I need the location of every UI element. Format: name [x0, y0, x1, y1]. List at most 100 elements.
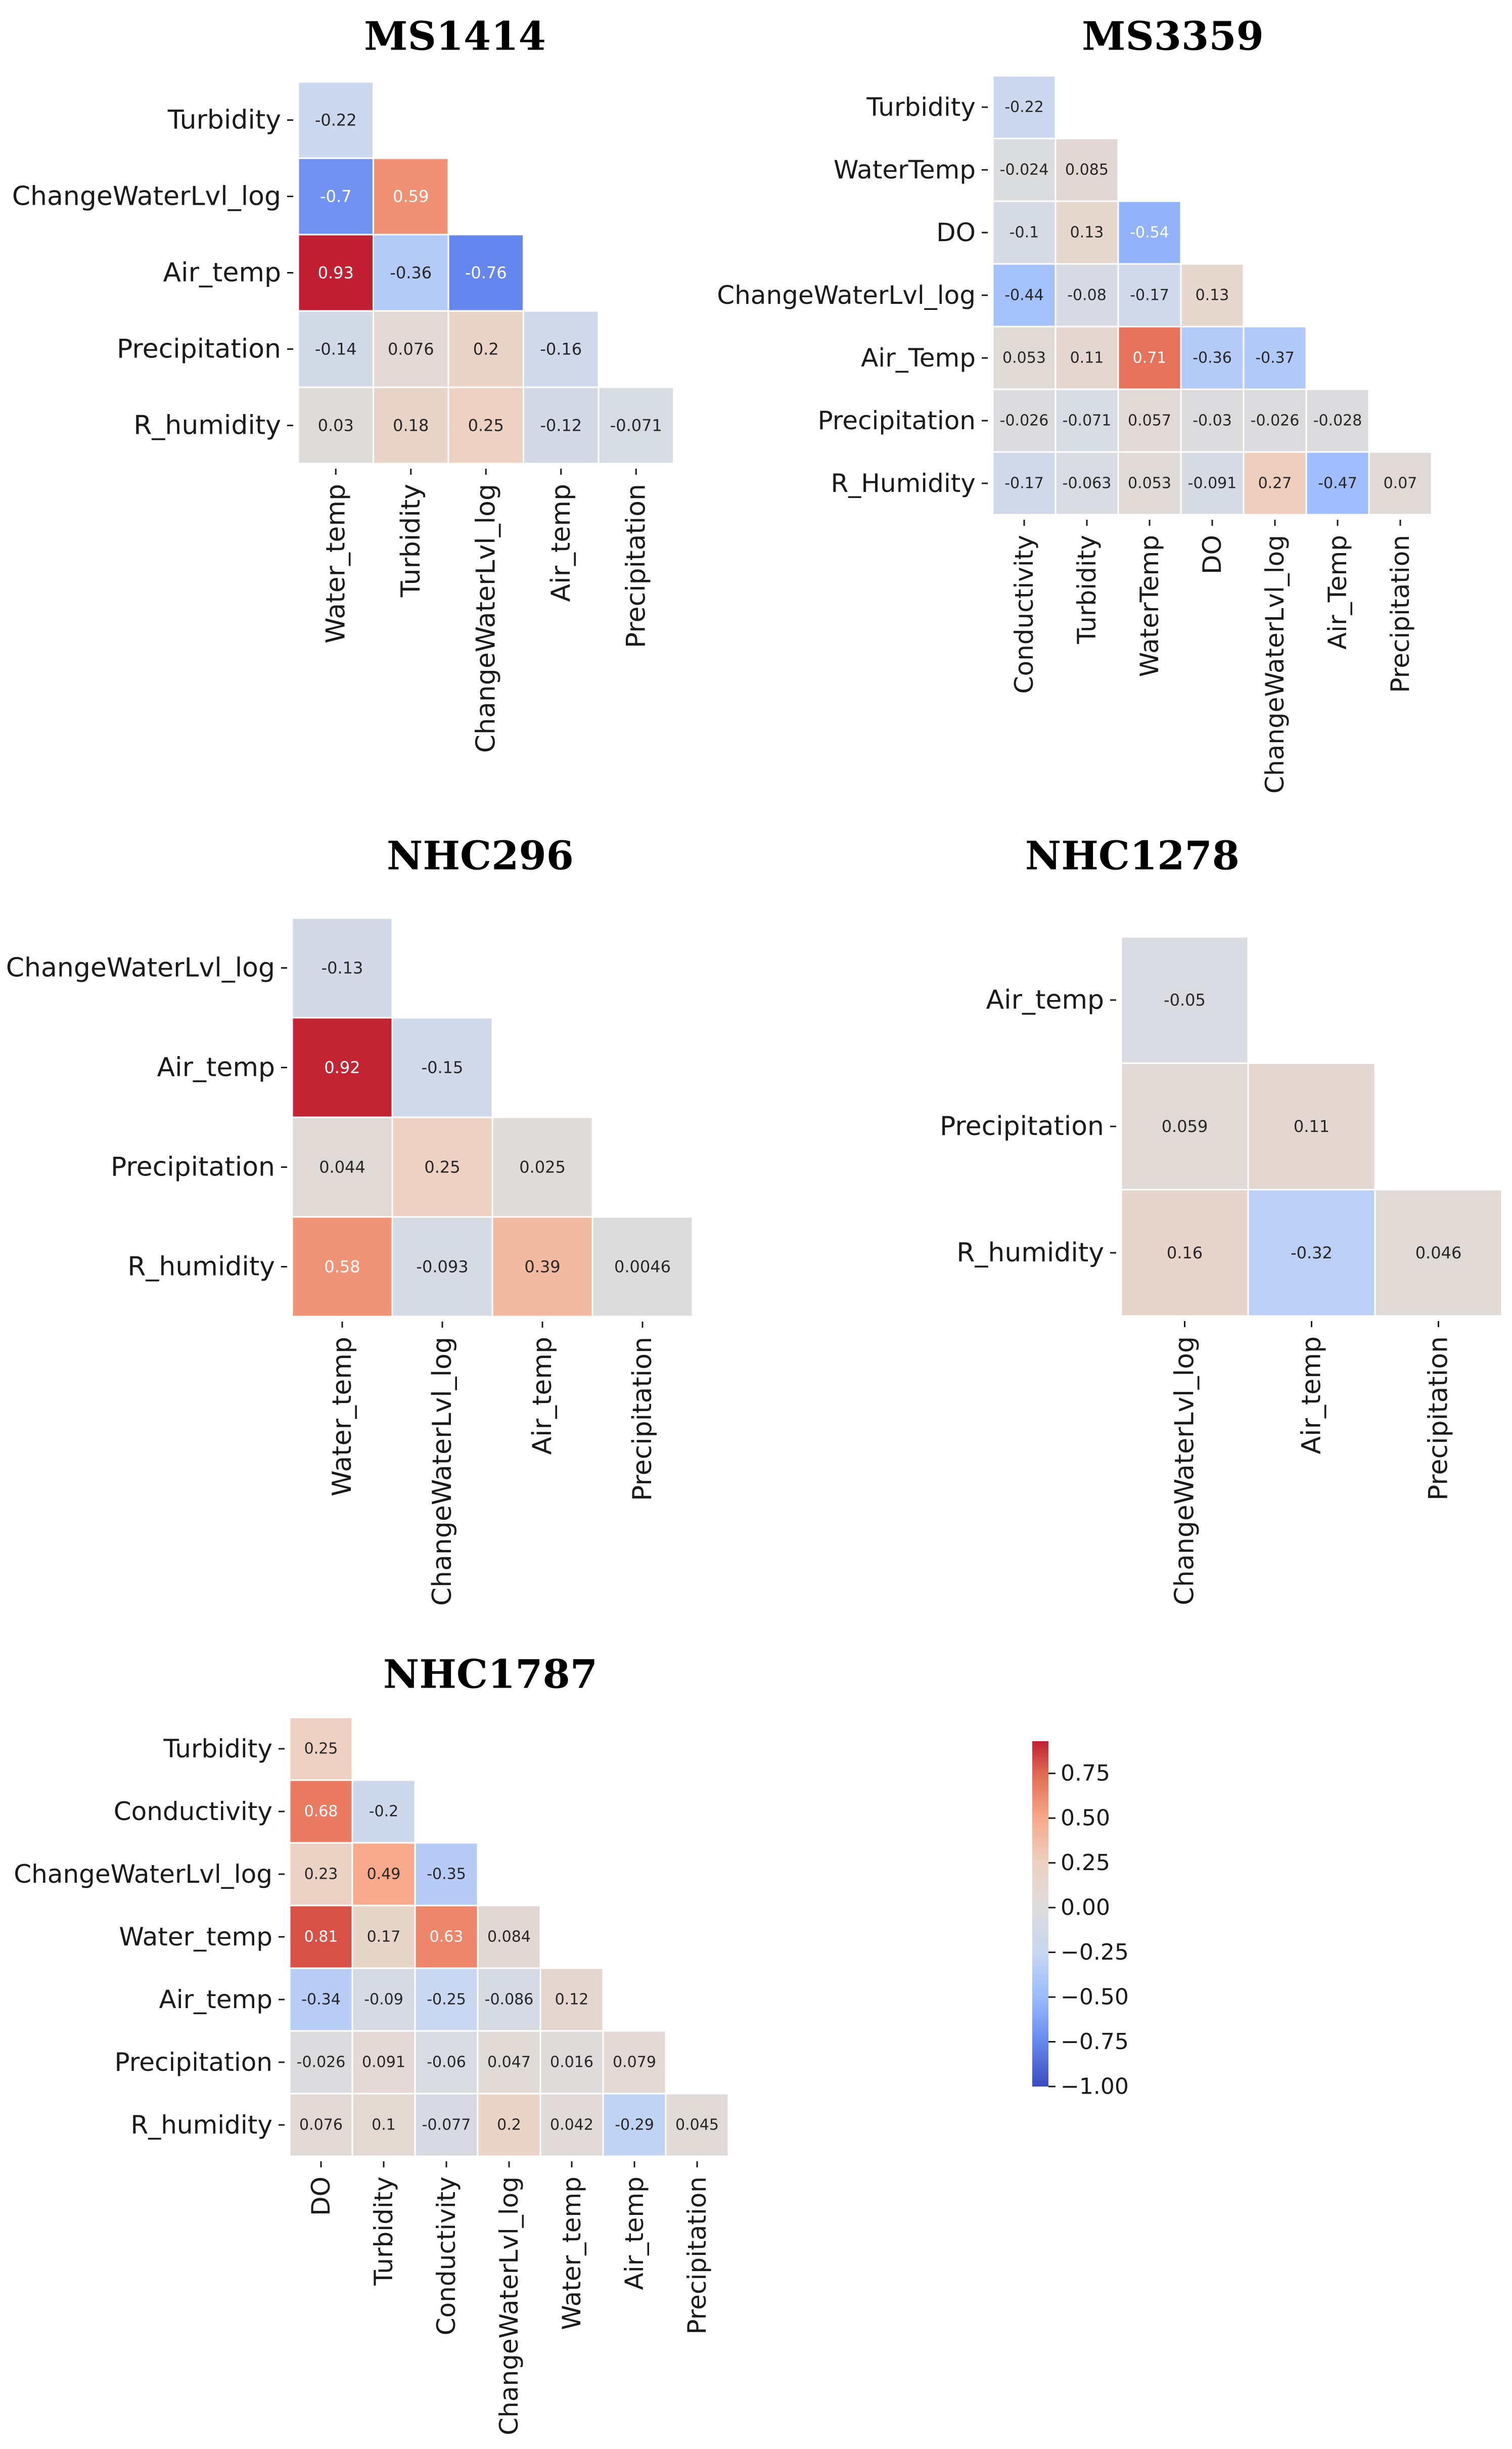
- cell-value: 0.047: [487, 2054, 531, 2071]
- row-label-r-humidity: R_Humidity: [831, 469, 976, 498]
- heatmap-ms3359: MS3359 -0.22 -0.024 0.085 -0.1 0.13 -0.54 -0.44…: [717, 14, 1433, 794]
- heatmap-cell: 0.11: [1247, 1062, 1376, 1191]
- heatmap-cell: -0.026: [1243, 388, 1307, 453]
- heatmap-cell: -0.091: [1180, 451, 1245, 516]
- cell-value: 0.053: [1128, 475, 1171, 492]
- cell-value: 0.053: [1002, 349, 1046, 367]
- col-label-air-temp: Air_temp: [546, 484, 576, 602]
- heatmap-cell: 0.11: [1055, 326, 1119, 390]
- heatmap-cell: -0.028: [1305, 388, 1370, 453]
- chart-title: NHC1787: [383, 1652, 598, 1698]
- row-label-changewaterlvl-log: ChangeWaterLvl_log: [12, 182, 281, 212]
- heatmap-cell: -0.37: [1243, 326, 1307, 390]
- heatmap-cell: -0.29: [602, 2093, 667, 2157]
- cell-value: 0.11: [1294, 1117, 1330, 1136]
- cell-value: -0.22: [1004, 99, 1044, 116]
- cell-value: 0.27: [1258, 475, 1292, 492]
- cell-value: 0.13: [1196, 287, 1229, 304]
- cell-value: 0.25: [468, 416, 504, 435]
- heatmap-cell: 0.016: [539, 2030, 604, 2095]
- cell-value: -0.026: [297, 2054, 346, 2071]
- heatmap-nhc296: NHC296 -0.13 0.92 -0.15 0.044 0.25 0.025 0.58 -0…: [6, 833, 694, 1606]
- cell-value: 0.25: [304, 1740, 338, 1758]
- heatmap-cell: 0.18: [373, 386, 449, 465]
- row-label-precipitation: Precipitation: [817, 406, 976, 435]
- cell-value: 0.085: [1065, 161, 1109, 179]
- cell-value: -0.34: [301, 1991, 341, 2009]
- cell-value: 0.63: [430, 1928, 464, 1946]
- heatmap-cell: -0.03: [1180, 388, 1245, 453]
- heatmap-cell: -0.22: [297, 81, 374, 159]
- row-label-precipitation: Precipitation: [940, 1111, 1104, 1142]
- cell-value: -0.17: [1004, 475, 1044, 492]
- cell-value: -0.54: [1130, 224, 1169, 242]
- cell-value: 0.2: [473, 340, 499, 359]
- cell-value: -0.026: [1251, 412, 1300, 430]
- heatmap-cell: 0.2: [477, 2093, 541, 2157]
- cell-value: 0.045: [675, 2116, 719, 2134]
- row-label-air-temp: Air_temp: [986, 985, 1104, 1015]
- row-label-changewaterlvl-log: ChangeWaterLvl_log: [14, 1860, 272, 1889]
- col-label-air-temp: Air_temp: [620, 2176, 649, 2290]
- cell-value: 0.23: [304, 1866, 338, 1883]
- heatmap-cell: -0.47: [1305, 451, 1370, 516]
- cell-value: 0.059: [1162, 1117, 1208, 1136]
- row-label-turbidity: Turbidity: [167, 105, 281, 135]
- heatmap-cell: -0.08: [1055, 263, 1119, 328]
- heatmap-cell: 0.13: [1180, 263, 1245, 328]
- cell-value: -0.08: [1067, 287, 1107, 304]
- row-label-changewaterlvl-log: ChangeWaterLvl_log: [6, 953, 275, 983]
- chart-title: MS1414: [364, 14, 546, 60]
- row-label-changewaterlvl-log: ChangeWaterLvl_log: [717, 281, 976, 310]
- heatmap-cell: 0.057: [1117, 388, 1182, 453]
- colorbar-gradient: [1032, 1741, 1048, 2087]
- heatmap-cell: 0.046: [1374, 1189, 1503, 1317]
- row-label-air-temp: Air_temp: [159, 1985, 272, 2014]
- col-label-changewaterlvl-log: ChangeWaterLvl_log: [471, 484, 501, 753]
- heatmap-nhc1278: NHC1278 -0.05 0.059 0.11 0.16 -0.32 0.046 Air_t…: [940, 833, 1503, 1605]
- cell-value: -0.37: [1255, 349, 1295, 367]
- heatmap-cell: 0.25: [447, 386, 524, 465]
- cell-value: 0.71: [1133, 349, 1167, 367]
- col-label-water-temp: Water_temp: [327, 1337, 357, 1496]
- heatmap-cell: -0.25: [414, 1967, 479, 2032]
- cell-value: 0.58: [324, 1257, 360, 1277]
- cell-value: -0.13: [322, 959, 363, 978]
- row-label-r-humidity: R_humidity: [127, 1252, 275, 1282]
- heatmap-cell: 0.81: [289, 1904, 353, 1969]
- heatmap-cell: 0.12: [539, 1967, 604, 2032]
- cell-value: -0.093: [416, 1257, 468, 1277]
- cell-value: 0.025: [519, 1158, 566, 1177]
- cell-value: 0.18: [393, 416, 429, 435]
- cell-value: -0.36: [390, 263, 432, 283]
- cell-value: -0.024: [1000, 161, 1049, 179]
- col-label-precipitation: Precipitation: [1424, 1336, 1454, 1501]
- col-label-changewaterlvl-log: ChangeWaterLvl_log: [1170, 1336, 1200, 1605]
- colorbar-tick-label: 0.75: [1061, 1760, 1110, 1786]
- cell-value: -0.077: [422, 2116, 471, 2134]
- heatmap-cell: 0.047: [477, 2030, 541, 2095]
- heatmap-cell: -0.15: [391, 1017, 493, 1118]
- chart-title: NHC296: [387, 833, 574, 879]
- heatmap-cell: -0.086: [477, 1967, 541, 2032]
- heatmap-cell: 0.49: [351, 1842, 416, 1907]
- colorbar-tick-label: −0.50: [1061, 1984, 1129, 2010]
- cell-value: -0.071: [610, 416, 662, 435]
- cell-value: 0.93: [318, 263, 354, 283]
- heatmap-cell: -0.071: [1055, 388, 1119, 453]
- heatmap-cell: -0.063: [1055, 451, 1119, 516]
- cell-value: 0.042: [550, 2116, 593, 2134]
- col-label-turbidity: Turbidity: [369, 2176, 398, 2286]
- row-label-do: DO: [936, 218, 976, 247]
- col-label-air-temp: Air_Temp: [1323, 535, 1352, 650]
- cell-value: -0.44: [1004, 287, 1044, 304]
- cell-value: -0.36: [1193, 349, 1232, 367]
- heatmap-cell: -0.06: [414, 2030, 479, 2095]
- heatmap-cell: 0.25: [289, 1716, 353, 1781]
- cell-value: -0.32: [1291, 1243, 1333, 1262]
- heatmap-cell: 0.58: [291, 1216, 393, 1318]
- heatmap-cell: 0.27: [1243, 451, 1307, 516]
- cell-value: 0.076: [299, 2116, 343, 2134]
- col-label-changewaterlvl-log: ChangeWaterLvl_log: [1260, 535, 1290, 794]
- cell-value: -0.15: [422, 1058, 464, 1077]
